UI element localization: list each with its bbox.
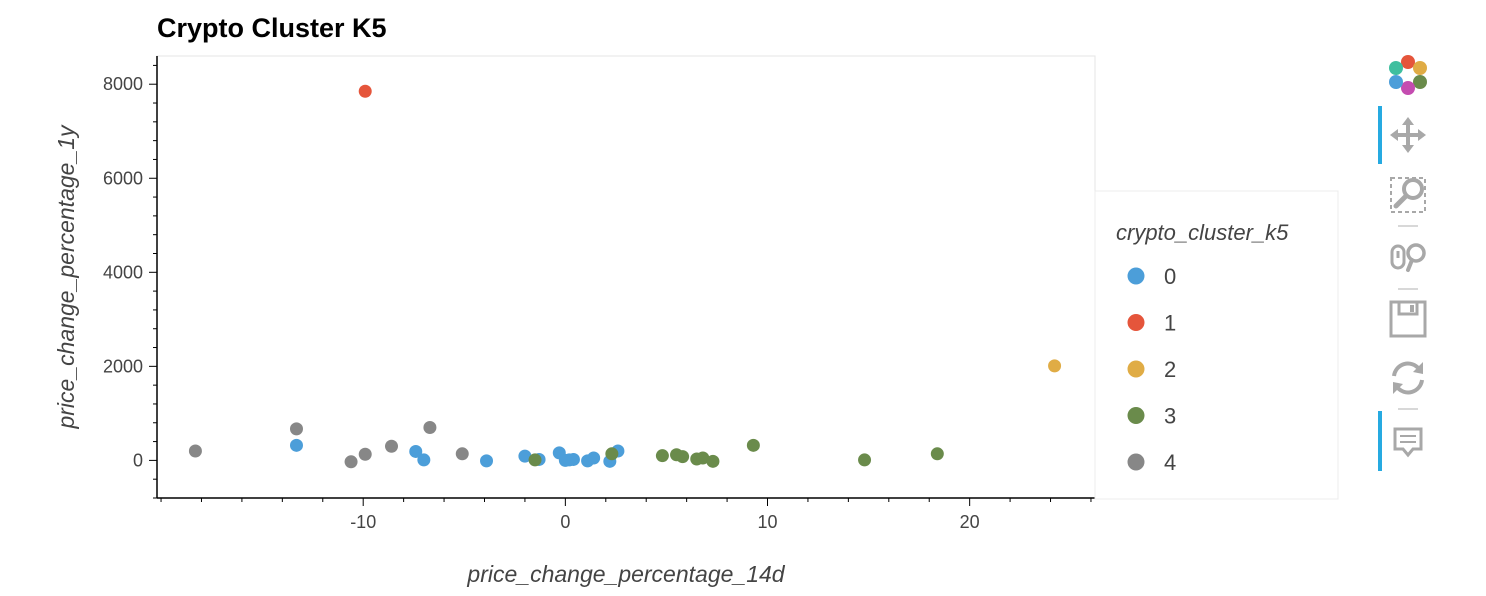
point-cluster-0[interactable] <box>518 449 532 463</box>
legend-swatch-0 <box>1127 267 1145 285</box>
point-cluster-3[interactable] <box>655 449 669 463</box>
y-tick-label: 4000 <box>103 262 143 282</box>
reset-icon <box>1392 361 1424 395</box>
toolbar <box>1378 55 1427 471</box>
y-axis-title: price_change_percentage_1y <box>53 124 79 430</box>
legend-box <box>1094 190 1339 500</box>
y-tick-label: 2000 <box>103 356 143 376</box>
legend-items: 0 1 2 3 4 <box>1127 264 1176 475</box>
point-cluster-3[interactable] <box>858 453 872 467</box>
legend-swatch-3 <box>1127 407 1145 424</box>
box-zoom-tool[interactable] <box>1390 177 1426 213</box>
wheel-zoom-tool[interactable] <box>1390 243 1426 272</box>
axes: -10 0 10 20 0 2000 4000 6000 8000 <box>103 56 1095 532</box>
point-cluster-3[interactable] <box>528 453 542 467</box>
point-cluster-0[interactable] <box>409 444 423 458</box>
point-cluster-3[interactable] <box>746 438 760 452</box>
bokeh-logo-icon[interactable] <box>1389 55 1427 95</box>
point-cluster-1[interactable] <box>358 84 372 98</box>
point-cluster-3[interactable] <box>930 447 944 461</box>
x-tick-label: -10 <box>350 512 376 532</box>
legend-label-0: 0 <box>1164 264 1176 289</box>
hover-tool[interactable] <box>1378 411 1423 471</box>
legend-label-1: 1 <box>1164 311 1176 336</box>
legend: crypto_cluster_k5 0 1 2 3 4 <box>1094 190 1339 500</box>
y-tick-label: 8000 <box>103 74 143 94</box>
scatter-points <box>188 84 1062 469</box>
point-cluster-3[interactable] <box>605 447 619 461</box>
point-cluster-0[interactable] <box>289 438 303 452</box>
reset-tool[interactable] <box>1392 361 1424 395</box>
wheel-zoom-icon <box>1390 243 1426 272</box>
x-tick-label: 0 <box>560 512 570 532</box>
point-cluster-0[interactable] <box>480 454 494 468</box>
y-tick-label: 0 <box>133 450 143 470</box>
legend-label-3: 3 <box>1164 404 1176 429</box>
legend-label-4: 4 <box>1164 450 1176 475</box>
legend-swatch-2 <box>1127 360 1145 378</box>
point-cluster-4[interactable] <box>344 455 358 469</box>
point-cluster-3[interactable] <box>706 454 720 468</box>
legend-label-2: 2 <box>1164 357 1176 382</box>
legend-swatch-4 <box>1127 453 1145 471</box>
box-zoom-icon <box>1390 177 1426 213</box>
point-cluster-4[interactable] <box>188 444 202 458</box>
chart-title: Crypto Cluster K5 <box>157 13 387 43</box>
hover-icon <box>1393 427 1423 458</box>
legend-swatch-1 <box>1127 314 1145 331</box>
plot-frame[interactable] <box>156 55 1096 499</box>
y-tick-label: 6000 <box>103 168 143 188</box>
point-cluster-0[interactable] <box>417 453 431 467</box>
point-cluster-4[interactable] <box>423 420 437 434</box>
hover-active-indicator <box>1378 411 1382 471</box>
point-cluster-4[interactable] <box>455 447 469 461</box>
save-icon <box>1389 300 1427 338</box>
x-tick-label: 10 <box>757 512 777 532</box>
point-cluster-4[interactable] <box>289 422 303 436</box>
pan-tool[interactable] <box>1378 106 1426 164</box>
x-tick-label: 20 <box>960 512 980 532</box>
pan-active-indicator <box>1378 106 1382 164</box>
save-tool[interactable] <box>1389 300 1427 338</box>
x-axis-title: price_change_percentage_14d <box>466 561 785 587</box>
point-cluster-2[interactable] <box>1048 359 1062 373</box>
point-cluster-3[interactable] <box>676 450 690 464</box>
legend-title: crypto_cluster_k5 <box>1116 220 1289 245</box>
point-cluster-4[interactable] <box>358 447 372 461</box>
point-cluster-4[interactable] <box>385 439 398 453</box>
pan-icon <box>1390 117 1426 153</box>
point-cluster-0[interactable] <box>587 451 601 465</box>
point-cluster-3[interactable] <box>696 451 710 465</box>
point-cluster-0[interactable] <box>566 452 580 466</box>
